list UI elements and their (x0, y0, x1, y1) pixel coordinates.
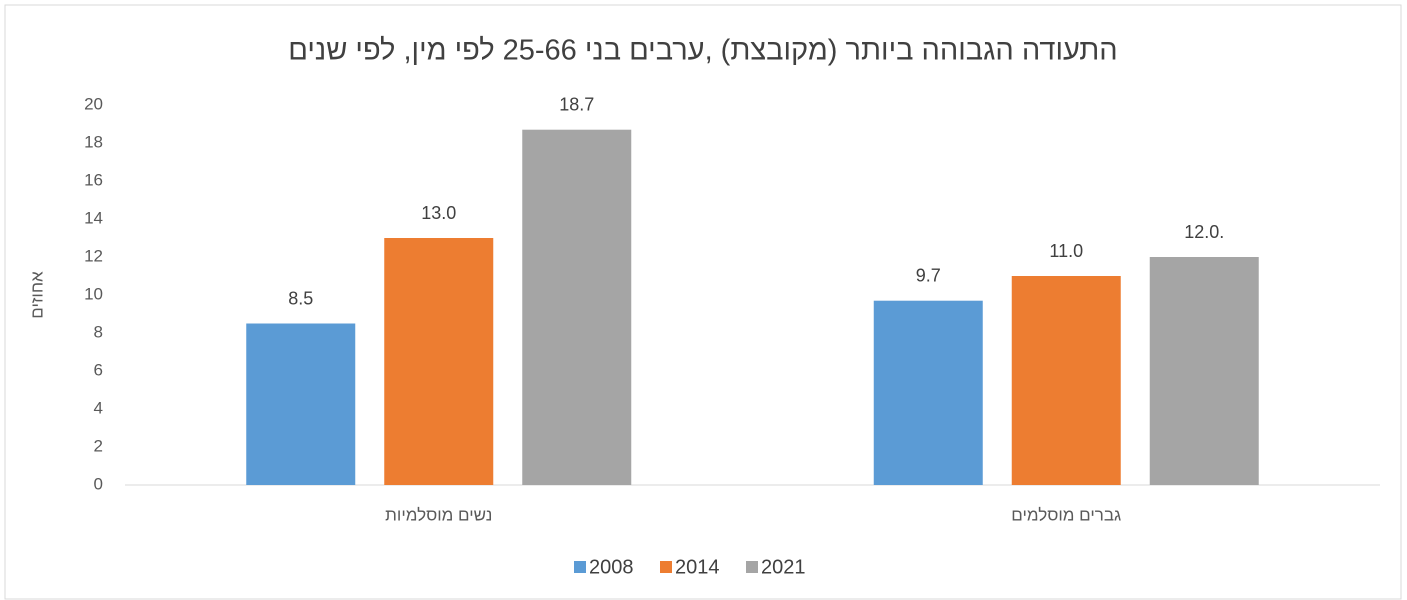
y-tick-label: 2 (94, 436, 103, 455)
y-tick-label: 6 (94, 360, 103, 379)
bar (384, 238, 494, 485)
y-tick-label: 14 (84, 208, 103, 227)
data-label: 18.7 (559, 94, 594, 114)
bar (1011, 276, 1121, 485)
y-tick-label: 4 (94, 398, 103, 417)
chart-title: התעודה הגבוהה ביותר (מקובצת) ,ערבים בני … (288, 35, 1117, 67)
legend-swatch (746, 561, 758, 573)
y-tick-label: 0 (94, 474, 103, 493)
y-tick-label: 10 (84, 284, 103, 303)
legend-label: 2014 (675, 556, 720, 578)
data-label: 11.0 (1049, 241, 1083, 261)
bar (246, 323, 356, 485)
bar (1149, 257, 1259, 485)
legend-swatch (660, 561, 672, 573)
data-label: 9.7 (916, 265, 941, 285)
y-tick-label: 16 (84, 170, 103, 189)
legend-label: 2021 (761, 556, 806, 578)
legend-label: 2008 (589, 556, 634, 578)
bar (873, 300, 983, 485)
bar (522, 129, 632, 485)
x-tick-label: נשים מוסלמיות (385, 505, 492, 524)
legend-swatch (574, 561, 586, 573)
y-tick-label: 8 (94, 322, 103, 341)
y-tick-label: 18 (84, 132, 103, 151)
data-label: 8.5 (288, 288, 313, 308)
y-axis-label: אחוזים (27, 271, 46, 319)
data-label: 12.0. (1184, 222, 1224, 242)
data-label: 13.0 (421, 203, 456, 223)
y-tick-label: 12 (84, 246, 103, 265)
y-tick-label: 20 (84, 94, 103, 113)
x-tick-label: גברים מוסלמים (1011, 505, 1121, 524)
